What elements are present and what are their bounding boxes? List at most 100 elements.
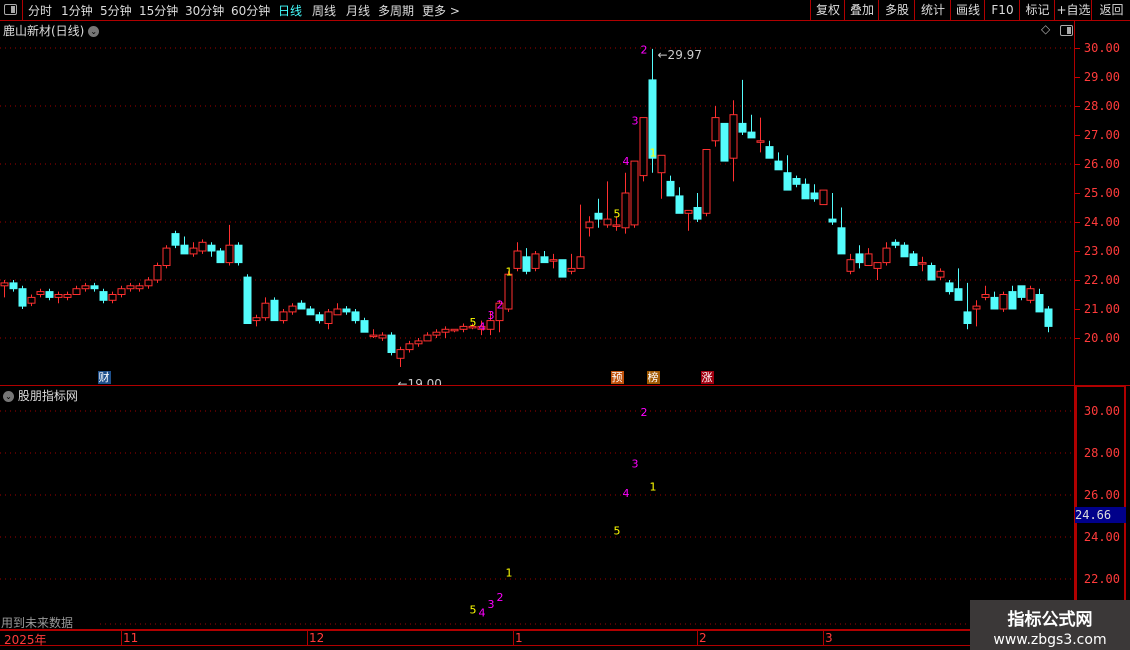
panel-toggle-icon[interactable]: [1060, 25, 1073, 36]
indicator-signal: 4: [623, 487, 630, 500]
candle-body: [36, 291, 45, 296]
toolbar-button-8[interactable]: 返回: [1091, 0, 1130, 20]
diamond-icon[interactable]: ◇: [1041, 22, 1051, 36]
candle-body: [783, 172, 792, 191]
toolbar-button-6[interactable]: 标记: [1019, 0, 1055, 20]
candle: [0, 280, 9, 298]
period-toolbar: 分时 1分钟 5分钟 15分钟 30分钟 60分钟 日线 周线 月线 多周期 更多 > 复权 叠加 多股统…: [0, 0, 1130, 21]
candle-body: [459, 325, 468, 330]
candle-body: [927, 265, 936, 281]
candle: [279, 309, 288, 324]
time-label: 2: [699, 631, 707, 645]
signal-label: 2: [641, 43, 648, 56]
candle-body: [324, 311, 333, 324]
candle: [792, 175, 801, 188]
candle-body: [729, 114, 738, 159]
price-tick: 20.00: [1083, 331, 1120, 345]
candle: [513, 242, 522, 272]
period-tab-8[interactable]: 月线: [346, 4, 371, 18]
candle-body: [540, 256, 549, 264]
signal-label: 5: [470, 316, 477, 329]
candle-body: [9, 282, 18, 290]
price-tick: 29.00: [1083, 70, 1120, 84]
toolbar-button-2[interactable]: 多股: [878, 0, 915, 20]
candle-body: [846, 259, 855, 272]
candle: [810, 184, 819, 202]
candle-body: [99, 291, 108, 301]
period-tab-1[interactable]: 1分钟: [61, 4, 93, 18]
candle-body: [261, 302, 270, 319]
candle: [549, 253, 558, 269]
candle-body: [639, 117, 648, 177]
period-tab-3[interactable]: 15分钟: [139, 4, 179, 18]
candle-body: [450, 328, 459, 332]
candle-body: [342, 308, 351, 313]
candle: [495, 300, 504, 333]
toolbar-button-3[interactable]: 统计: [914, 0, 951, 20]
toolbar-button-5[interactable]: F10: [984, 0, 1020, 20]
toolbar-button-4[interactable]: 画线: [950, 0, 985, 20]
candle-body: [936, 270, 945, 278]
candle: [567, 253, 576, 275]
candle-body: [378, 334, 387, 339]
candle-body: [711, 117, 720, 142]
candle-body: [63, 294, 72, 298]
indicator-signal: 2: [641, 406, 648, 419]
time-label: 2025年: [4, 633, 47, 647]
future-data-note: 用到未来数据: [1, 616, 74, 630]
indicator-tick: 28.00: [1083, 446, 1120, 460]
candle: [27, 294, 36, 307]
period-tab-9[interactable]: 多周期: [378, 4, 415, 18]
candle: [18, 285, 27, 309]
toolbar-button-7[interactable]: +自选: [1054, 0, 1092, 20]
period-tab-7[interactable]: 周线: [312, 4, 337, 18]
panel-icon: [4, 4, 17, 15]
candle: [621, 172, 630, 234]
candle: [729, 100, 738, 182]
candle: [900, 242, 909, 258]
candle: [738, 79, 747, 135]
period-tab-2[interactable]: 5分钟: [100, 4, 132, 18]
candle: [36, 288, 45, 298]
layout-toggle-button[interactable]: [0, 0, 23, 20]
candle: [1044, 306, 1053, 333]
candle: [261, 297, 270, 321]
period-tab-10[interactable]: 更多 >: [422, 4, 460, 18]
candle: [594, 198, 603, 228]
candle: [396, 346, 405, 367]
event-badge[interactable]: 预: [610, 371, 624, 384]
event-badge[interactable]: 榜: [646, 371, 660, 384]
candle-body: [504, 273, 513, 310]
candle: [198, 239, 207, 254]
indicator-tick: 26.00: [1083, 488, 1120, 502]
candle-body: [243, 276, 252, 325]
time-label: 3: [825, 631, 833, 645]
toolbar-button-1[interactable]: 叠加: [844, 0, 879, 20]
event-badge[interactable]: 涨: [700, 371, 714, 384]
candle-body: [648, 79, 657, 159]
dropdown-icon[interactable]: ⌄: [88, 26, 100, 37]
candle-body: [630, 160, 639, 226]
candle: [9, 280, 18, 292]
period-tab-6[interactable]: 日线: [278, 4, 303, 18]
tick-mark: [1075, 77, 1080, 78]
indicator-signal: 3: [632, 458, 639, 471]
period-tab-0[interactable]: 分时: [28, 4, 53, 18]
candle: [693, 193, 702, 222]
candle-body: [495, 302, 504, 322]
candle: [459, 323, 468, 333]
period-tab-4[interactable]: 30分钟: [185, 4, 225, 18]
candle: [504, 271, 513, 312]
candle-body: [162, 247, 171, 267]
event-badge[interactable]: 财: [97, 371, 111, 384]
candle: [72, 285, 81, 296]
candle: [171, 230, 180, 249]
candle: [936, 268, 945, 280]
candle-body: [432, 331, 441, 336]
toolbar-button-0[interactable]: 复权: [810, 0, 845, 20]
period-tab-5[interactable]: 60分钟: [231, 4, 271, 18]
dropdown-icon[interactable]: ⌄: [3, 391, 14, 402]
candle-body: [882, 247, 891, 264]
